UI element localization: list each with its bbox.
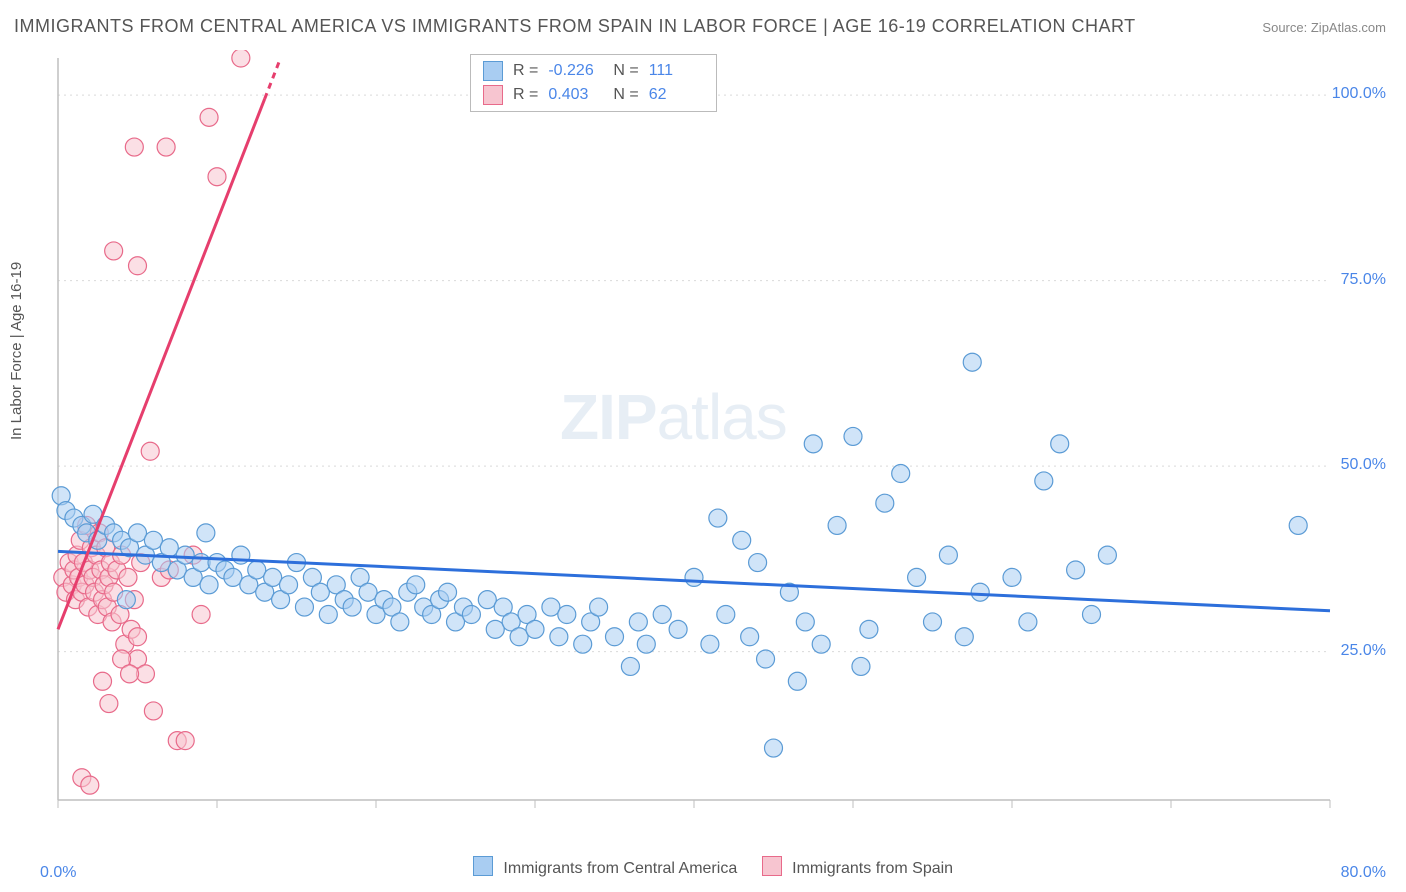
r-label: R = [513,86,538,104]
n-label: N = [613,62,638,80]
watermark: ZIPatlas [560,380,787,454]
swatch-series-a [483,61,503,81]
source-value: ZipAtlas.com [1311,20,1386,35]
series-legend: Immigrants from Central America Immigran… [0,856,1406,878]
n-value-a: 111 [649,62,704,80]
y-tick-label: 75.0% [1341,271,1386,289]
y-tick-label: 50.0% [1341,456,1386,474]
stats-legend: R = -0.226 N = 111 R = 0.403 N = 62 [470,54,717,112]
stats-row-series-b: R = 0.403 N = 62 [483,83,704,107]
swatch-series-b-bottom [762,856,782,876]
r-value-a: -0.226 [548,62,603,80]
y-tick-label: 100.0% [1332,85,1386,103]
series-b-name: Immigrants from Spain [792,860,953,877]
source-label: Source: [1262,20,1307,35]
chart-title: IMMIGRANTS FROM CENTRAL AMERICA VS IMMIG… [14,16,1136,37]
y-tick-label: 25.0% [1341,642,1386,660]
r-label: R = [513,62,538,80]
n-value-b: 62 [649,86,704,104]
n-label: N = [613,86,638,104]
stats-row-series-a: R = -0.226 N = 111 [483,59,704,83]
swatch-series-a-bottom [473,856,493,876]
swatch-series-b [483,85,503,105]
source-attribution: Source: ZipAtlas.com [1262,20,1386,35]
r-value-b: 0.403 [548,86,603,104]
y-axis-label: In Labor Force | Age 16-19 [8,262,25,440]
series-a-name: Immigrants from Central America [503,860,737,877]
